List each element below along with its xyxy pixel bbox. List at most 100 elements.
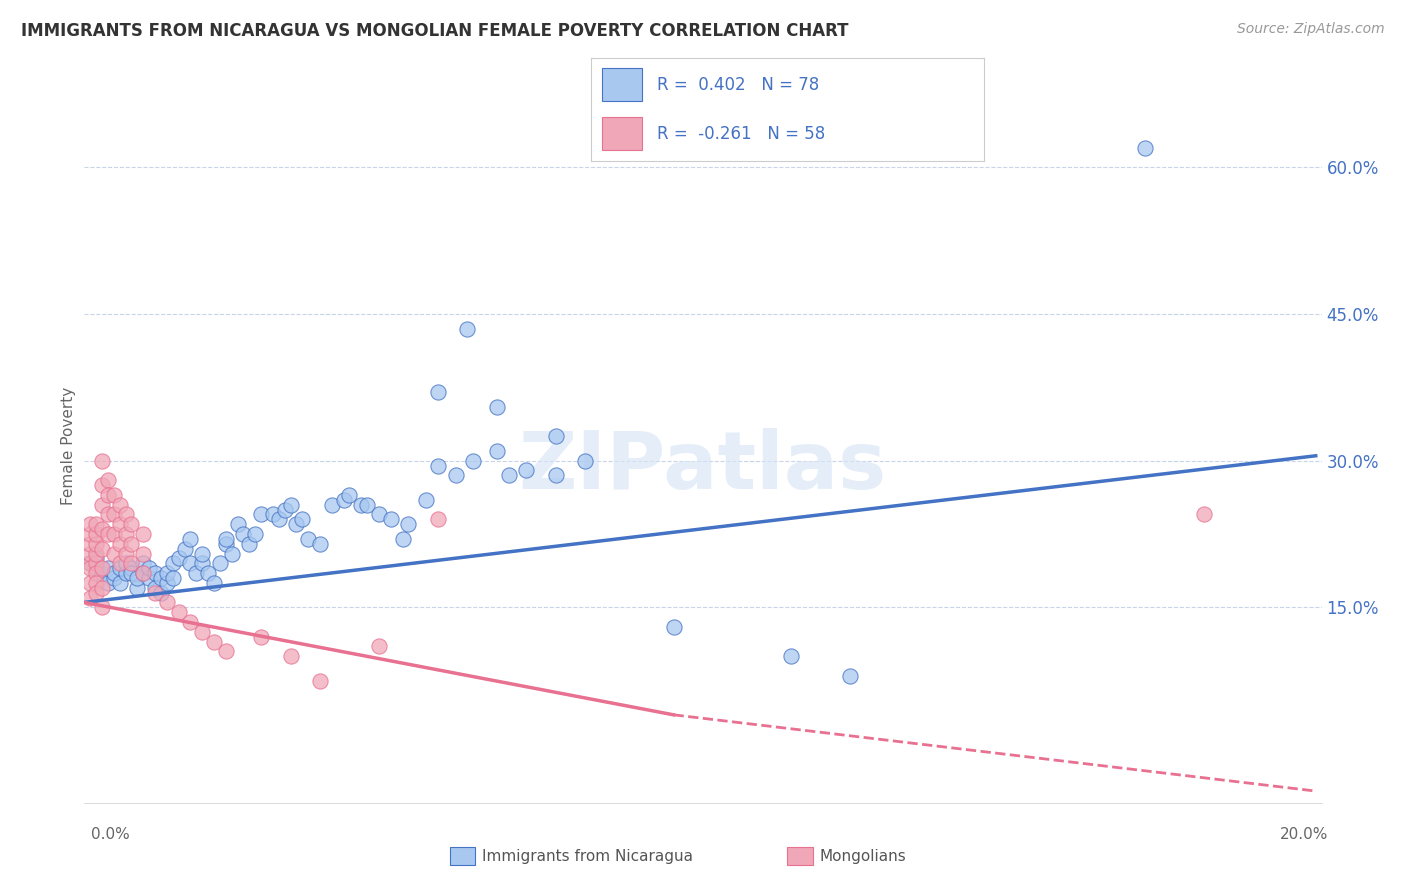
Bar <box>602 69 641 101</box>
Point <box>103 571 125 585</box>
Point <box>173 541 195 556</box>
Point <box>415 492 437 507</box>
Point <box>91 522 114 536</box>
Text: Source: ZipAtlas.com: Source: ZipAtlas.com <box>1237 22 1385 37</box>
Point <box>321 498 343 512</box>
Point <box>97 473 120 487</box>
Point <box>426 512 449 526</box>
Point <box>84 547 107 561</box>
Point <box>156 566 179 580</box>
Point <box>267 512 290 526</box>
Point <box>84 561 107 575</box>
Point <box>208 557 231 571</box>
Point <box>215 532 238 546</box>
Point <box>91 561 114 575</box>
Point <box>143 581 166 595</box>
Point <box>132 527 155 541</box>
Point <box>132 557 155 571</box>
Point <box>280 498 302 512</box>
Text: ZIPatlas: ZIPatlas <box>519 428 887 507</box>
Point <box>179 615 201 629</box>
Point <box>114 566 136 580</box>
Bar <box>450 847 475 865</box>
Text: Mongolians: Mongolians <box>820 849 907 863</box>
Point <box>114 527 136 541</box>
Point <box>285 517 308 532</box>
Y-axis label: Female Poverty: Female Poverty <box>60 387 76 505</box>
Point <box>391 532 413 546</box>
Point <box>91 453 114 467</box>
Point <box>280 649 302 664</box>
Point <box>162 557 184 571</box>
Point <box>215 537 238 551</box>
Point <box>79 517 101 532</box>
Point <box>121 537 143 551</box>
Point <box>108 498 131 512</box>
Point <box>250 508 273 522</box>
Point <box>108 575 131 590</box>
Point <box>103 488 125 502</box>
Point <box>291 512 314 526</box>
Point <box>103 566 125 580</box>
Point <box>515 463 537 477</box>
Point <box>574 453 596 467</box>
Point <box>456 321 478 335</box>
Point <box>79 575 101 590</box>
Point <box>121 566 143 580</box>
Point <box>780 649 803 664</box>
Text: R =  -0.261   N = 58: R = -0.261 N = 58 <box>658 125 825 143</box>
Point <box>121 561 143 575</box>
Point <box>426 385 449 400</box>
Point <box>191 557 214 571</box>
Point <box>368 640 391 654</box>
Point <box>121 517 143 532</box>
Point <box>84 557 107 571</box>
Point <box>221 547 243 561</box>
Point <box>463 453 485 467</box>
Point <box>103 547 125 561</box>
Point <box>396 517 419 532</box>
Point <box>114 547 136 561</box>
Point <box>350 498 373 512</box>
Text: 20.0%: 20.0% <box>1281 827 1329 841</box>
Point <box>179 532 201 546</box>
Point <box>839 669 862 683</box>
Point <box>297 532 319 546</box>
Point <box>79 547 101 561</box>
Point <box>97 488 120 502</box>
Point <box>97 508 120 522</box>
Bar <box>787 847 813 865</box>
Point <box>79 591 101 605</box>
Point <box>1133 141 1156 155</box>
Point <box>156 595 179 609</box>
Point <box>339 488 361 502</box>
Point <box>426 458 449 473</box>
Point <box>143 566 166 580</box>
Point <box>97 561 120 575</box>
Point <box>97 527 120 541</box>
Point <box>138 571 160 585</box>
Point <box>179 557 201 571</box>
Point <box>191 624 214 639</box>
Point <box>127 581 149 595</box>
Point <box>84 585 107 599</box>
Point <box>149 585 172 599</box>
Point <box>245 527 267 541</box>
Point <box>132 566 155 580</box>
Point <box>84 566 107 580</box>
Point <box>215 644 238 658</box>
Point <box>1192 508 1215 522</box>
Point <box>84 517 107 532</box>
Point <box>79 527 101 541</box>
Point <box>91 498 114 512</box>
Point <box>186 566 208 580</box>
Point <box>662 620 685 634</box>
Point <box>238 537 260 551</box>
Point <box>380 512 402 526</box>
Point <box>114 508 136 522</box>
Point <box>84 551 107 566</box>
Point <box>132 547 155 561</box>
Point <box>108 557 131 571</box>
Point <box>485 400 508 414</box>
Point <box>356 498 378 512</box>
